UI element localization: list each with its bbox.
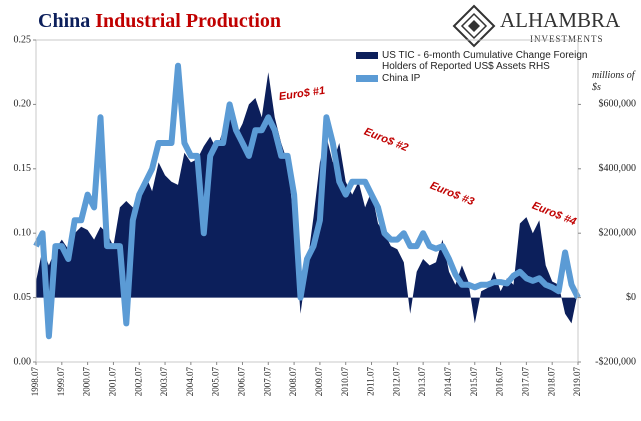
x-tick-label: 2019.07 bbox=[572, 367, 582, 397]
line-series bbox=[33, 62, 581, 340]
annotation: Euro$ #4 bbox=[530, 200, 578, 229]
area-series bbox=[36, 72, 578, 324]
legend-swatch bbox=[356, 75, 378, 82]
x-tick-label: 2008.07 bbox=[288, 367, 298, 397]
y-tick-label: 0.15 bbox=[14, 163, 32, 174]
y2-tick-label: $200,000 bbox=[599, 227, 637, 238]
chart-title: China Industrial Production bbox=[38, 10, 281, 32]
x-tick-label: 2007.07 bbox=[262, 367, 272, 397]
x-tick-label: 2012.07 bbox=[391, 367, 401, 397]
plot-area: 0.00 0.05 0.10 0.15 0.20 0.25 -$200,000 $0 $200,… bbox=[14, 34, 637, 396]
y2-tick-label: -$200,000 bbox=[595, 356, 636, 367]
annotation: Euro$ #3 bbox=[428, 180, 476, 209]
x-tick-label: 2000.07 bbox=[82, 367, 92, 397]
x-tick-label: 2018.07 bbox=[546, 367, 556, 397]
annotation: Euro$ #1 bbox=[278, 85, 326, 103]
x-tick-label: 2014.07 bbox=[443, 367, 453, 397]
logo bbox=[452, 4, 496, 48]
x-tick-label: 2002.07 bbox=[133, 367, 143, 397]
x-tick-label: 2005.07 bbox=[211, 367, 221, 397]
y-tick-label: 0.25 bbox=[14, 34, 32, 45]
plot-frame bbox=[35, 39, 579, 363]
x-tick-label: 2009.07 bbox=[314, 367, 324, 397]
legend: US TIC - 6-month Cumulative Change Forei… bbox=[356, 50, 588, 85]
x-tick-label: 2010.07 bbox=[340, 367, 350, 397]
y-tick-label: 0.10 bbox=[14, 227, 32, 238]
x-tick-label: 1999.07 bbox=[56, 367, 66, 397]
x-tick-label: 2006.07 bbox=[237, 367, 247, 397]
legend-entry: US TIC - 6-month Cumulative Change Forei… bbox=[356, 50, 588, 72]
x-tick-label: 1998.07 bbox=[30, 367, 40, 397]
legend-label: China IP bbox=[382, 73, 421, 84]
y-tick-label: 0.05 bbox=[14, 292, 32, 303]
x-tick-label: 2017.07 bbox=[520, 367, 530, 397]
y2-tick-label: $600,000 bbox=[599, 99, 637, 110]
title-rest: Industrial Production bbox=[95, 10, 281, 32]
y-tick-label: 0.20 bbox=[14, 99, 32, 110]
annotation: Euro$ #2 bbox=[362, 126, 410, 155]
brand-tagline: INVESTMENTS bbox=[530, 34, 604, 44]
y2-tick-label: $0 bbox=[626, 292, 636, 303]
x-tick-label: 2001.07 bbox=[107, 367, 117, 397]
title-lead: China bbox=[38, 10, 90, 32]
x-tick-label: 2013.07 bbox=[417, 367, 427, 397]
x-tick-label: 2016.07 bbox=[495, 367, 505, 397]
brand-name: ALHAMBRA bbox=[500, 8, 621, 32]
x-tick-label: 2004.07 bbox=[185, 367, 195, 397]
x-tick-label: 2003.07 bbox=[159, 367, 169, 397]
y-tick-label: 0.00 bbox=[14, 356, 32, 367]
x-tick-label: 2015.07 bbox=[469, 367, 479, 397]
x-tick-label: 2011.07 bbox=[366, 367, 376, 396]
legend-entry: China IP bbox=[356, 73, 588, 84]
legend-label: US TIC - 6-month Cumulative Change Forei… bbox=[382, 50, 588, 72]
y2-tick-label: $400,000 bbox=[599, 163, 637, 174]
legend-swatch bbox=[356, 52, 378, 59]
y2-unit-label: millions of $s bbox=[592, 70, 635, 93]
